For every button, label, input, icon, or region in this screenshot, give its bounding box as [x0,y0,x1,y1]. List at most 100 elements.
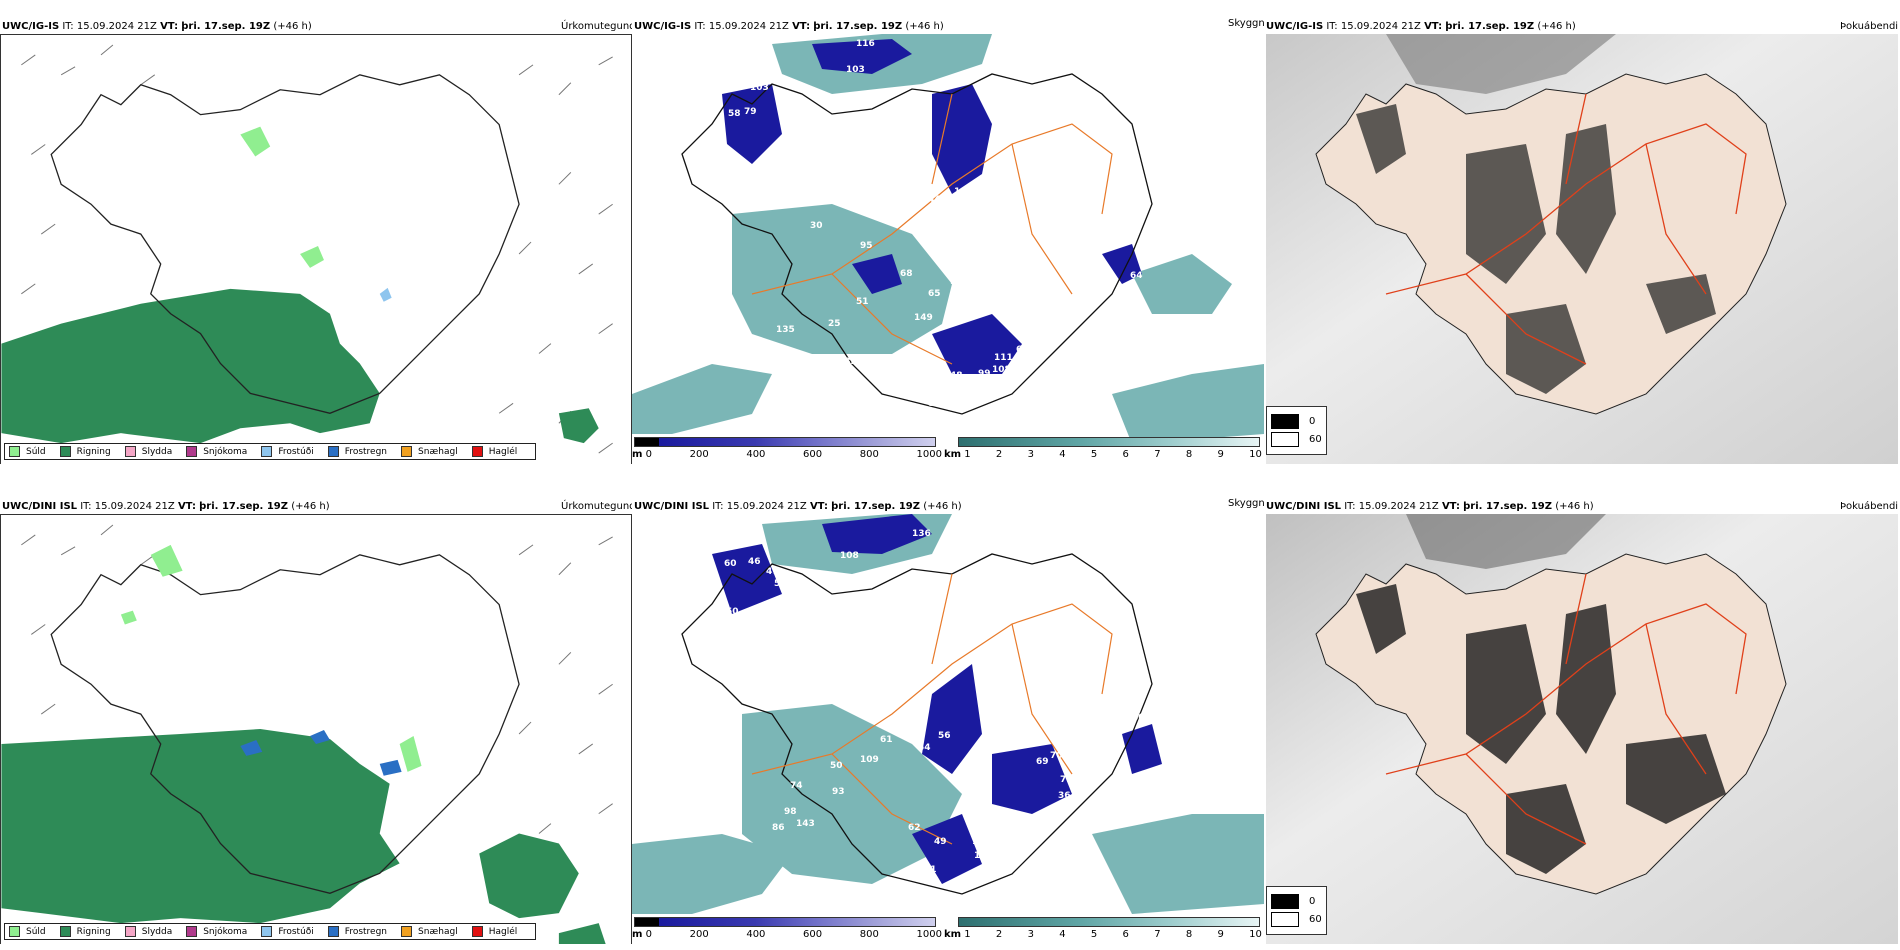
fog-legend-item: 0 [1271,414,1322,429]
cloud-base-label: 103 [846,65,865,75]
visibility-tick: 4 [1059,449,1066,460]
rain-area-east [558,408,599,444]
height-tick: 400 [746,449,766,460]
legend-label: Súld [26,926,46,937]
fog-legend-label: 60 [1309,914,1322,925]
fog-dark-patches [1356,584,1726,874]
iceland-coastline [50,74,520,414]
visibility-tick: 7 [1154,449,1161,460]
visibility-unit: km [944,449,962,460]
cloud-base-label: 58 [728,109,741,119]
visibility-tick: 6 [1122,449,1129,460]
visibility-unit: km [944,929,962,940]
init-time: IT: 15.09.2024 21Z [1326,21,1421,32]
legend-label: Frostúði [278,446,314,457]
height-tick: 600 [803,449,823,460]
legend-swatch [327,446,339,457]
valid-time: þri. 17.sep. 19Z [1463,501,1552,512]
dark-sea-band [1406,514,1606,569]
model-name: UWC/DINI ISL [634,501,710,512]
legend-label: Snjókoma [203,926,248,937]
legend-item: Snæhagl [401,446,458,457]
visibility-unit-and-first-tick: km 1 [944,929,971,940]
legend-item: Slydda [124,446,172,457]
legend-swatch [327,926,339,937]
visibility-tick: 10 [1249,929,1262,940]
cloud-base-label: 223 [954,239,973,249]
cloud-base-label: 44 [928,195,941,205]
cloud-base-label: 44 [1012,739,1025,749]
valid-label: VT: [1424,21,1443,32]
cloud-base-label: 69 [1036,757,1049,767]
cloud-base-label: 135 [776,325,795,335]
cloud-base-label: 108 [992,365,1011,375]
visibility-unit-and-first-tick: km 1 [944,449,971,460]
init-time: IT: 15.09.2024 21Z [80,501,175,512]
precip-panel-row1: UWC/IG-IS IT: 15.09.2024 21Z VT: þri. 17… [0,12,632,464]
model-name: UWC/IG-IS [634,21,692,32]
legend-item: Frostúði [261,446,314,457]
lead-time: (+46 h) [291,501,330,512]
fog-legend-swatch [1271,894,1299,909]
init-time: IT: 15.09.2024 21Z [1344,501,1439,512]
cloud-base-label: 68 [900,269,913,279]
cloud-base-label: 65 [928,289,941,299]
cloud-base-label: 80 [1132,713,1145,723]
cloud-base-label: 64 [864,153,877,163]
freezing-rain-spots [240,730,402,776]
legend-label: Snæhagl [418,926,458,937]
legend-swatch [471,446,483,457]
dark-sea-band [1386,34,1616,94]
legend-item: Haglél [471,446,517,457]
legend-swatch [261,446,273,457]
cloud-base-label: 25 [828,319,841,329]
height-colorbar-ticks: m 0 200 400 600 800 1000 [632,449,942,460]
cloud-base-label: 143 [796,819,815,829]
height-unit: m [632,929,643,940]
height-tick: 800 [859,929,879,940]
panel-title: Þokuábendi [1840,21,1899,32]
visibility-tick: 8 [1185,449,1193,460]
cloud-base-label: 101 [954,187,973,197]
cloud-base-label: 46 [748,557,761,567]
panel-title: Þokuábendi [1840,501,1899,512]
height-tick: 200 [689,929,709,940]
cloud-base-label: 182 [838,357,857,367]
lead-time: (+46 h) [1537,21,1576,32]
valid-label: VT: [792,21,811,32]
panel-title: Skyggni [1228,18,1264,29]
fog-legend-label: 0 [1309,896,1316,907]
height-tick: 200 [689,449,709,460]
roads [751,573,1113,845]
height-tick: 400 [746,929,766,940]
cloud-base-label: 71 [1060,775,1073,785]
legend-item: Haglél [471,926,517,937]
cloud-base-label: 82 [928,399,941,409]
visibility-tick: 5 [1090,929,1098,940]
fog-legend-item: 60 [1271,432,1322,447]
cloud-base-label: 108 [840,551,859,561]
freezing-drizzle-spot [379,287,392,302]
cloud-base-label: 51 [898,167,911,177]
fog-legend: 0 60 [1266,406,1327,455]
cloud-base-label: 64 [1130,271,1143,281]
cloud-base-label: 193 [882,693,901,703]
visibility-tick: 8 [1185,929,1193,940]
legend-item: Snjókoma [186,446,247,457]
fog-dark-patches [1356,104,1716,394]
valid-time: þri. 17.sep. 19Z [831,501,920,512]
cloud-base-label: 99 [978,369,991,379]
fog-legend-item: 0 [1271,894,1322,909]
cloud-base-label: 147 [950,209,969,219]
legend-swatch [186,926,198,937]
visibility-tick: 3 [1027,929,1034,940]
fog-legend-item: 60 [1271,912,1322,927]
fog-legend-label: 60 [1309,434,1322,445]
visibility-tick: 9 [1217,929,1224,940]
panel-header: UWC/DINI ISL IT: 15.09.2024 21Z VT: þri.… [2,501,330,513]
legend-swatch [471,926,483,937]
visibility-tick: 2 [995,449,1003,460]
cloud-base-label: 49 [934,837,947,847]
cloud-base-label: 65 [1082,755,1095,765]
height-tick: 0 [645,929,652,940]
